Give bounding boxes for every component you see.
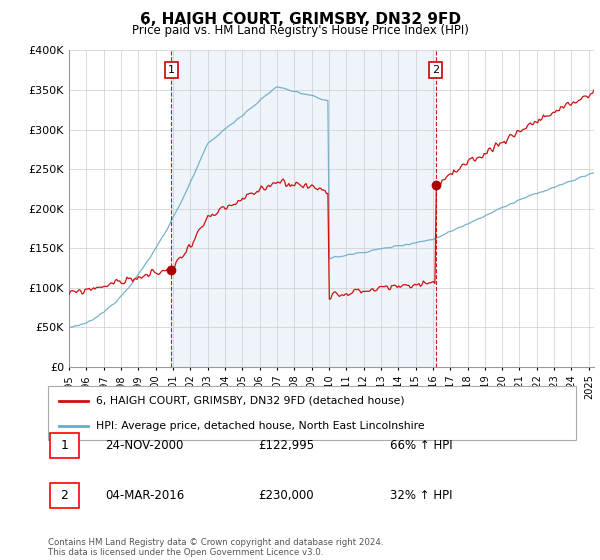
Text: 1: 1	[61, 438, 68, 452]
Bar	[171, 50, 436, 367]
Text: 24-NOV-2000: 24-NOV-2000	[105, 438, 184, 452]
Text: 66% ↑ HPI: 66% ↑ HPI	[390, 438, 452, 452]
Text: 32% ↑ HPI: 32% ↑ HPI	[390, 489, 452, 502]
Text: £122,995: £122,995	[258, 438, 314, 452]
Text: Contains HM Land Registry data © Crown copyright and database right 2024.
This d: Contains HM Land Registry data © Crown c…	[48, 538, 383, 557]
Text: 6, HAIGH COURT, GRIMSBY, DN32 9FD: 6, HAIGH COURT, GRIMSBY, DN32 9FD	[139, 12, 461, 27]
Text: 1: 1	[168, 65, 175, 75]
Text: HPI: Average price, detached house, North East Lincolnshire: HPI: Average price, detached house, Nort…	[95, 421, 424, 431]
Text: Price paid vs. HM Land Registry's House Price Index (HPI): Price paid vs. HM Land Registry's House …	[131, 24, 469, 36]
Text: 2: 2	[432, 65, 439, 75]
Text: 04-MAR-2016: 04-MAR-2016	[105, 489, 184, 502]
Text: £230,000: £230,000	[258, 489, 314, 502]
FancyBboxPatch shape	[50, 483, 79, 508]
FancyBboxPatch shape	[50, 433, 79, 458]
FancyBboxPatch shape	[48, 386, 576, 440]
Text: 6, HAIGH COURT, GRIMSBY, DN32 9FD (detached house): 6, HAIGH COURT, GRIMSBY, DN32 9FD (detac…	[95, 396, 404, 406]
Text: 2: 2	[61, 489, 68, 502]
